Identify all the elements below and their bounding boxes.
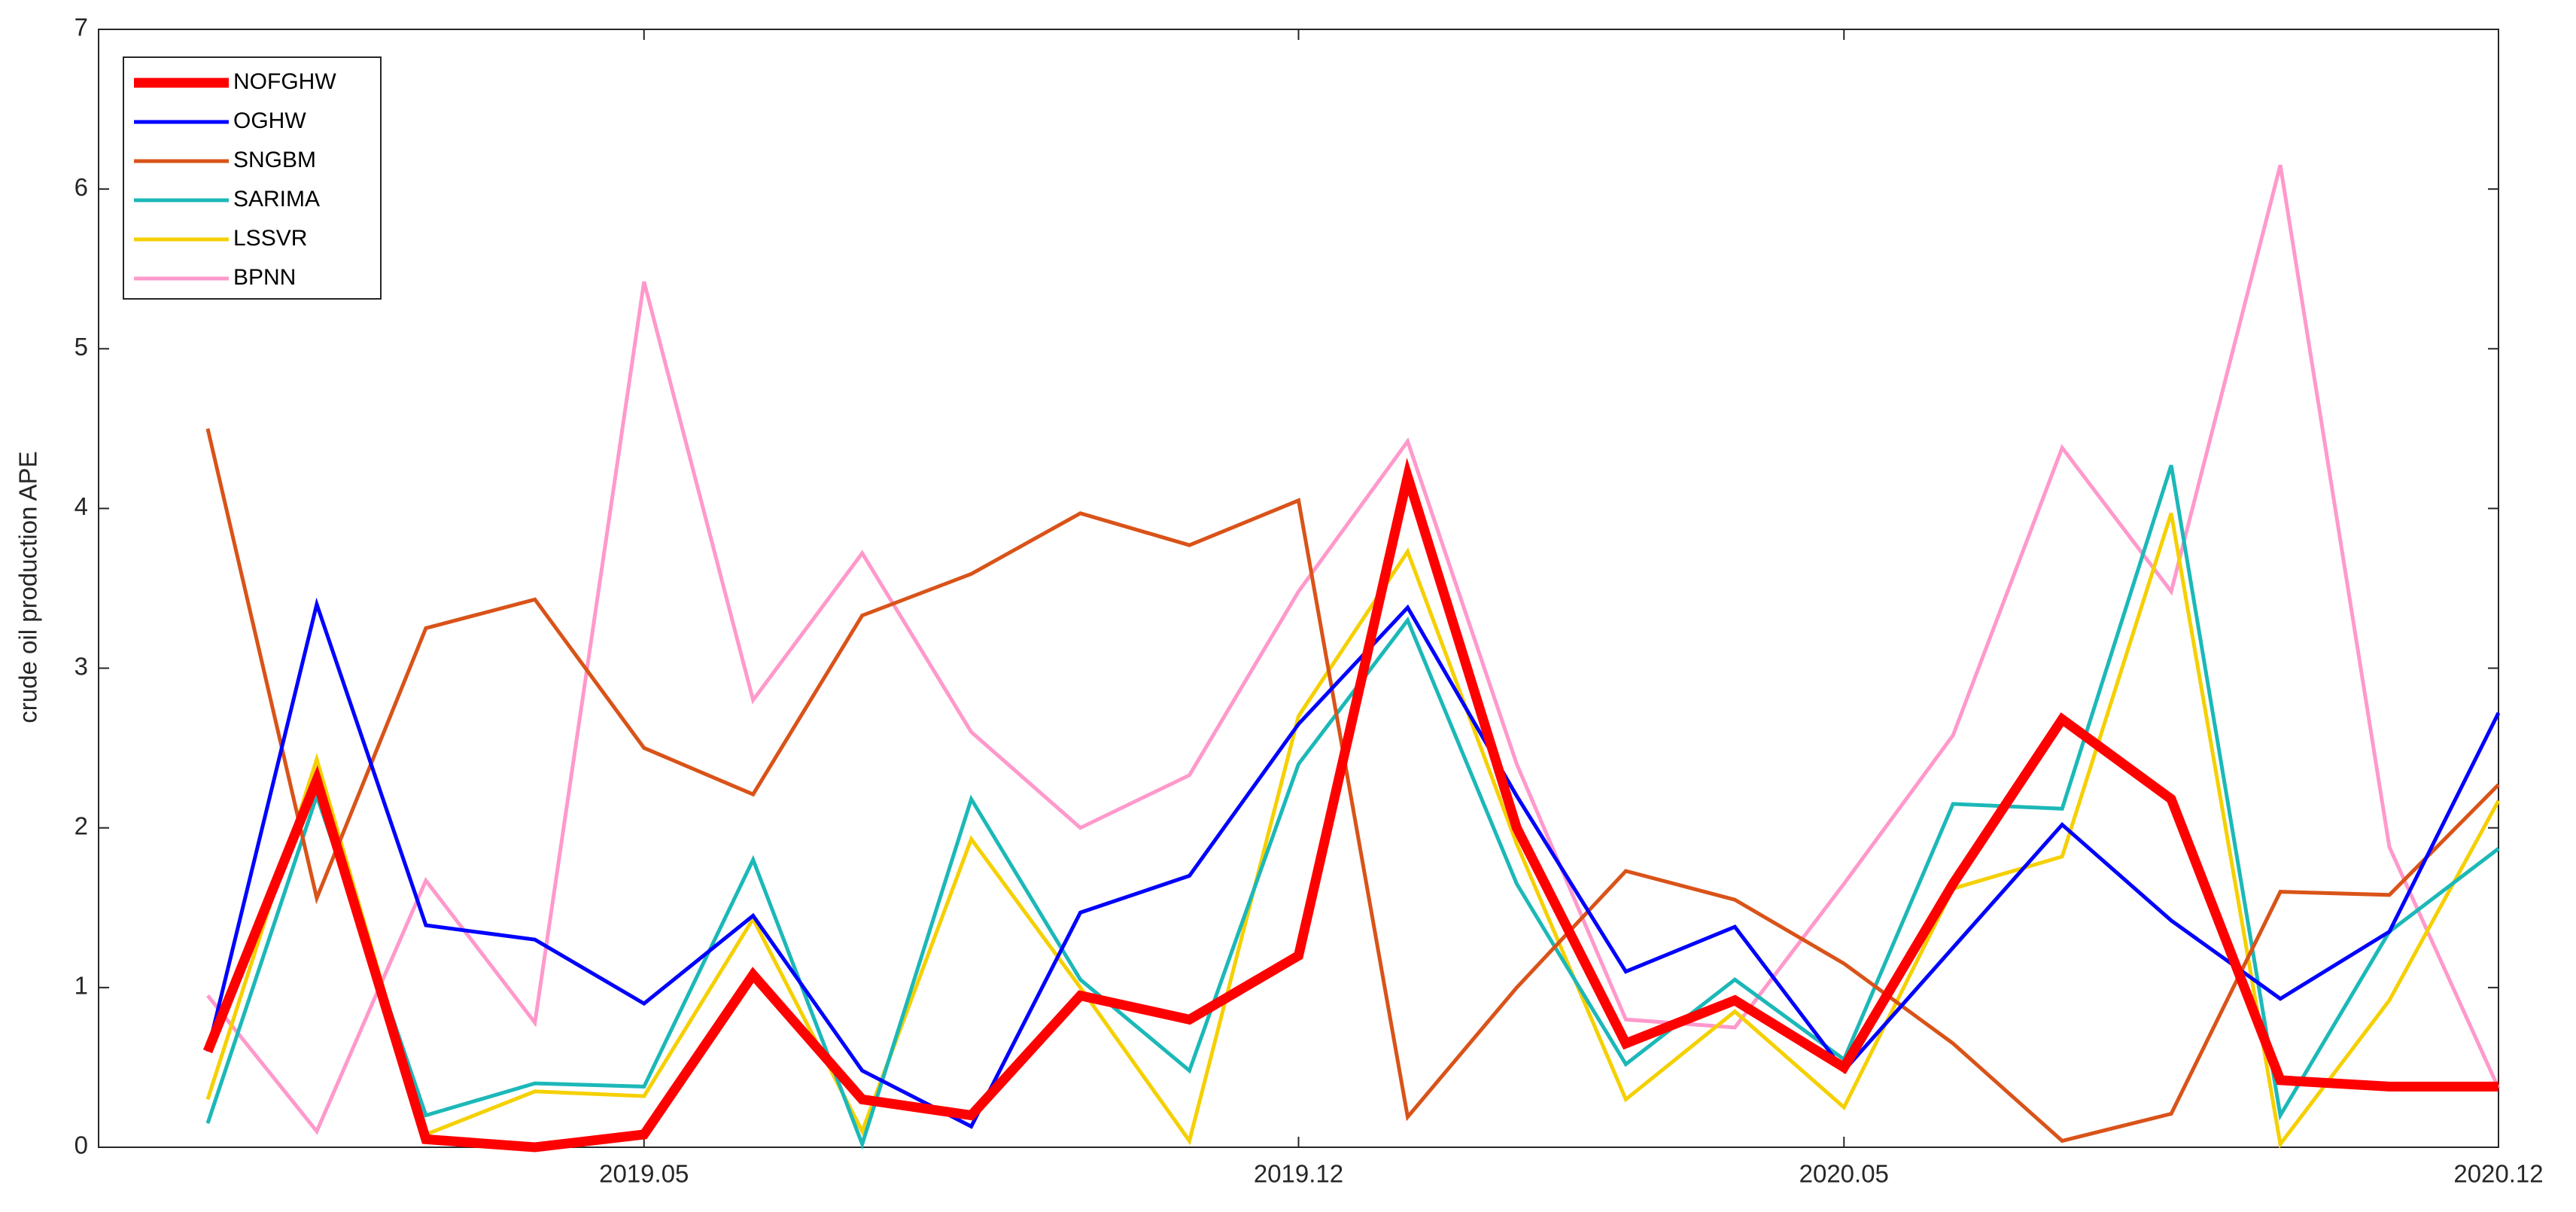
series-line [205, 513, 2501, 1149]
series-line [202, 457, 2498, 1153]
series-line [206, 164, 2501, 1135]
legend-box [123, 56, 382, 300]
x-tick-label: 2020.12 [2453, 1160, 2543, 1188]
legend: NOFGHW OGHW SNGBM SARIMA LSSVR BPNN [123, 56, 382, 300]
y-tick-label: 7 [75, 14, 88, 41]
y-axis-label: crude oil production APE [14, 451, 42, 723]
legend-label: SNGBM [233, 148, 316, 172]
y-tick-label: 4 [75, 492, 88, 520]
y-tick-label: 2 [75, 812, 88, 839]
x-tick-label: 2020.05 [1799, 1160, 1889, 1188]
legend-label: LSSVR [233, 226, 307, 251]
legend-label: BPNN [233, 265, 296, 290]
y-tick-label: 3 [75, 652, 88, 680]
legend-label: SARIMA [233, 187, 320, 212]
y-tick-label: 5 [75, 333, 88, 361]
series-line [205, 597, 2501, 1129]
legend-label: NOFGHW [233, 69, 336, 94]
legend-label: OGHW [233, 108, 306, 133]
x-tick-label: 2019.12 [1254, 1160, 1343, 1188]
y-tick-label: 1 [75, 972, 88, 1000]
y-tick-label: 0 [75, 1131, 88, 1159]
y-tick-label: 6 [75, 173, 88, 201]
series-line [205, 428, 2500, 1143]
series-line [205, 464, 2500, 1150]
x-tick-label: 2019.05 [599, 1160, 689, 1188]
